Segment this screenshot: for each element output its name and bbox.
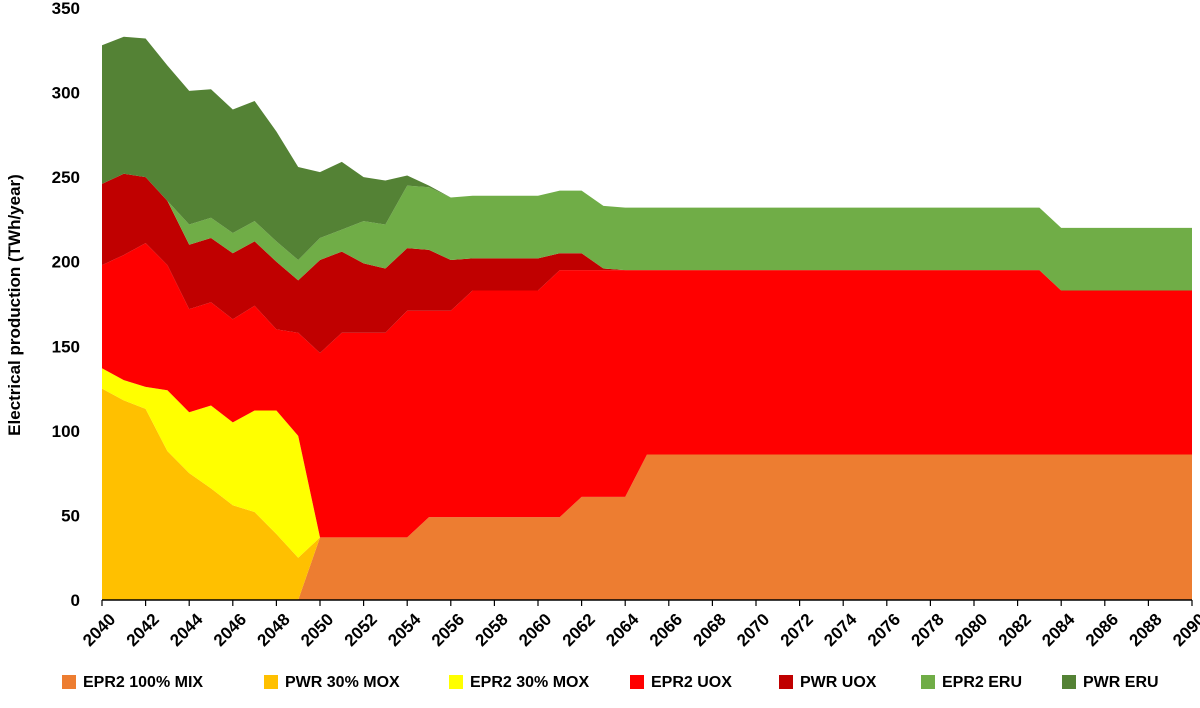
x-tick-label: 2040 xyxy=(79,610,119,650)
x-tick-label: 2048 xyxy=(254,610,294,650)
x-tick-label: 2066 xyxy=(646,610,686,650)
x-tick-label: 2088 xyxy=(1126,610,1166,650)
legend-label: EPR2 30% MOX xyxy=(470,674,589,691)
series-areas xyxy=(102,36,1192,600)
x-tick-label: 2046 xyxy=(210,610,250,650)
x-tick-label: 2072 xyxy=(777,610,817,650)
x-tick-label: 2078 xyxy=(908,610,948,650)
y-tick-label: 250 xyxy=(52,168,80,187)
x-tick-label: 2090 xyxy=(1169,610,1200,650)
x-tick-label: 2084 xyxy=(1038,609,1079,650)
y-tick-label: 0 xyxy=(71,591,80,610)
x-tick-label: 2074 xyxy=(820,609,861,650)
y-tick-label: 50 xyxy=(61,506,80,525)
legend-swatch xyxy=(62,675,76,689)
x-tick-label: 2086 xyxy=(1082,610,1122,650)
x-tick-label: 2050 xyxy=(297,610,337,650)
legend-label: PWR ERU xyxy=(1083,674,1159,691)
legend-label: PWR 30% MOX xyxy=(285,674,400,691)
legend: EPR2 100% MIX PWR 30% MOX EPR2 30% MOX EPR2… xyxy=(62,674,1159,691)
y-tick-label: 100 xyxy=(52,422,80,441)
x-axis-ticks: 2040 2042 2044 2046 2048 2050 2052 2054 2056 2058… xyxy=(79,600,1200,650)
x-tick-label: 2042 xyxy=(123,610,163,650)
legend-label: EPR2 UOX xyxy=(651,674,732,691)
series-area-pwr-eru xyxy=(102,36,1192,261)
legend-label: EPR2 100% MIX xyxy=(83,674,203,691)
x-tick-label: 2054 xyxy=(384,609,425,650)
series-area-pwr-30-mox xyxy=(102,388,1192,600)
x-tick-label: 2080 xyxy=(951,610,991,650)
x-tick-label: 2052 xyxy=(341,610,381,650)
x-tick-label: 2060 xyxy=(515,610,555,650)
y-tick-label: 200 xyxy=(52,253,80,272)
series-area-epr2-eru xyxy=(102,173,1192,291)
legend-swatch xyxy=(630,675,644,689)
x-tick-label: 2076 xyxy=(864,610,904,650)
legend-label: EPR2 ERU xyxy=(942,674,1022,691)
x-tick-label: 2082 xyxy=(995,610,1035,650)
legend-swatch xyxy=(1062,675,1076,689)
series-area-epr2-100-mix xyxy=(102,454,1192,600)
y-axis-ticks: 0 50 100 150 200 250 300 350 xyxy=(52,0,80,610)
legend-swatch xyxy=(264,675,278,689)
series-area-epr2-uox xyxy=(102,243,1192,538)
y-tick-label: 350 xyxy=(52,0,80,18)
x-tick-label: 2044 xyxy=(166,609,207,650)
y-axis-title: Electrical production (TWh/year) xyxy=(5,174,24,436)
x-tick-label: 2070 xyxy=(733,610,773,650)
x-tick-label: 2058 xyxy=(472,610,512,650)
x-tick-label: 2062 xyxy=(559,610,599,650)
x-tick-label: 2068 xyxy=(690,610,730,650)
legend-label: PWR UOX xyxy=(800,674,877,691)
series-area-pwr-uox xyxy=(102,173,1192,354)
x-tick-label: 2056 xyxy=(428,610,468,650)
legend-swatch xyxy=(779,675,793,689)
y-tick-label: 150 xyxy=(52,337,80,356)
legend-swatch xyxy=(921,675,935,689)
x-tick-label: 2064 xyxy=(602,609,643,650)
y-tick-label: 300 xyxy=(52,84,80,103)
legend-swatch xyxy=(449,675,463,689)
